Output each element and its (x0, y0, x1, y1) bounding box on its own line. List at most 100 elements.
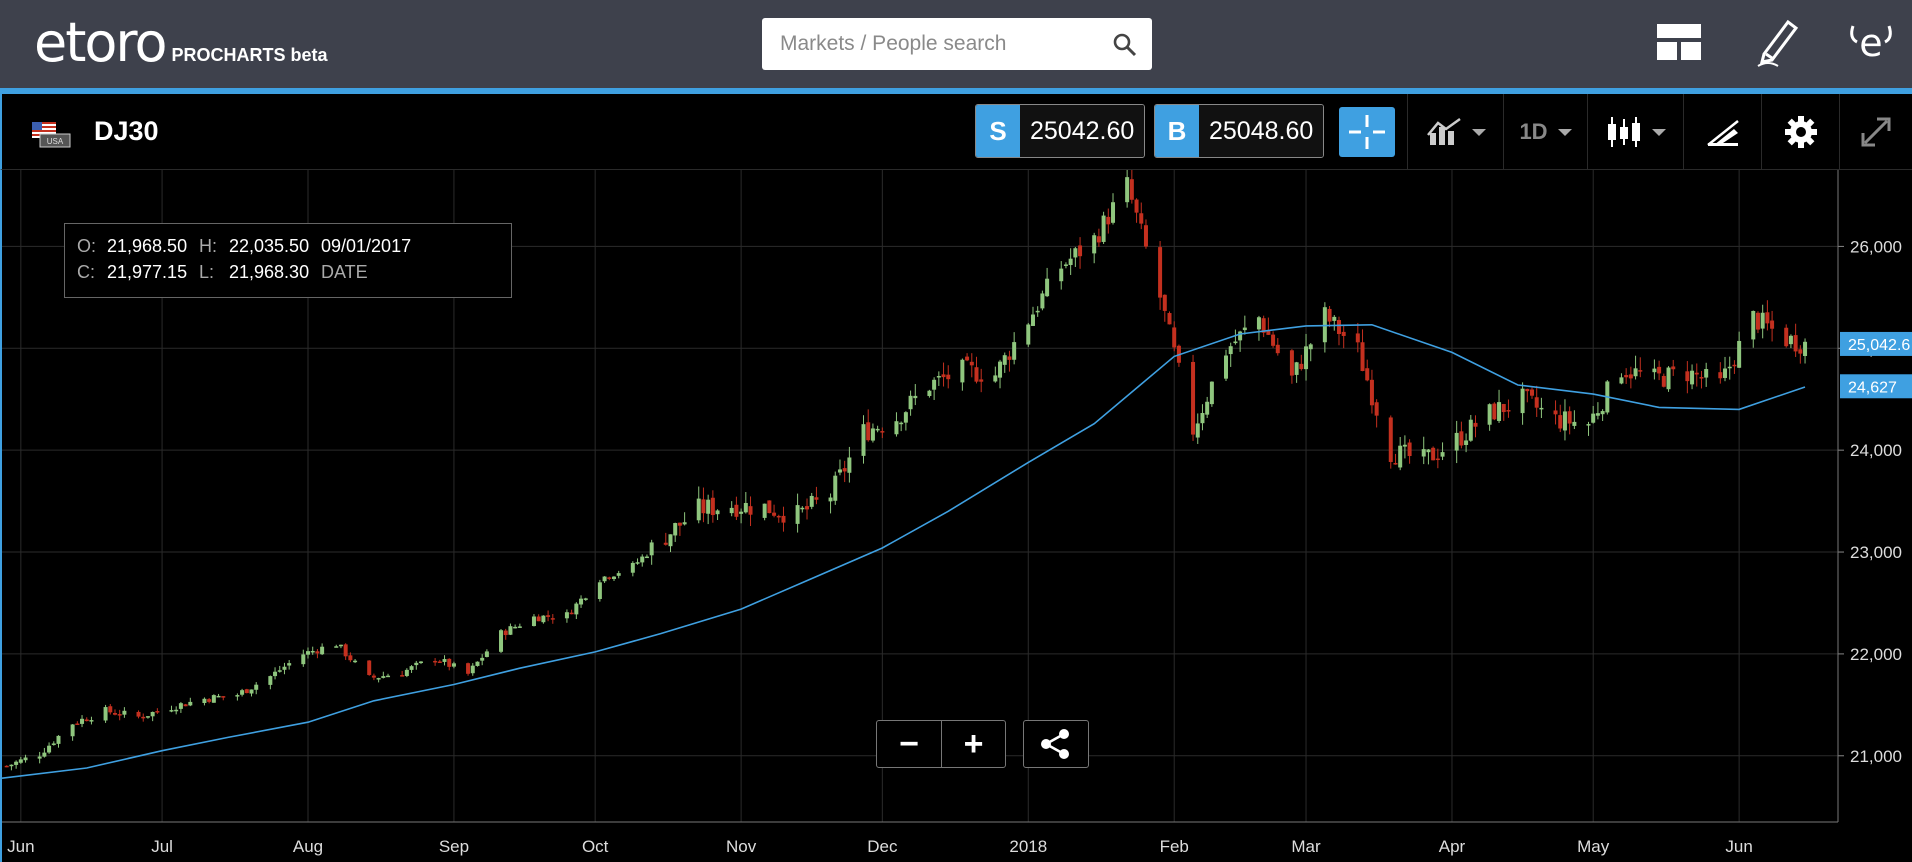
x-tick-label: Nov (726, 837, 757, 856)
drawing-tools-button[interactable] (1683, 94, 1761, 170)
share-button[interactable] (1023, 720, 1089, 768)
candle-body (9, 764, 14, 767)
drawing-tool-icon (1706, 120, 1739, 146)
x-tick-label: May (1577, 837, 1610, 856)
zoom-in-button[interactable]: + (941, 721, 1005, 767)
zoom-controls: − + (876, 720, 1006, 768)
search-icon[interactable] (1112, 32, 1138, 58)
candle-body (178, 703, 183, 709)
chart-type-button[interactable] (1587, 94, 1683, 170)
candle-body (371, 675, 376, 678)
candle-body (1595, 413, 1600, 416)
search-input[interactable] (780, 30, 1090, 58)
candle-body (1304, 346, 1309, 370)
candle-body (1238, 331, 1243, 341)
timeframe-select[interactable]: 1D (1503, 94, 1587, 170)
candle-body (1242, 327, 1247, 331)
candle-body (1398, 445, 1403, 468)
candle-body (1299, 363, 1304, 370)
candle-body (1694, 372, 1699, 375)
x-tick-label: Oct (582, 837, 609, 856)
crosshair-button[interactable] (1339, 107, 1395, 157)
candle-body (612, 576, 616, 580)
etoro-e-icon[interactable]: e (1845, 16, 1897, 68)
layout-icon[interactable] (1654, 16, 1706, 68)
candle-body (1553, 410, 1558, 415)
gear-icon (1784, 116, 1817, 148)
candle-body (767, 500, 772, 514)
indicators-button[interactable] (1407, 94, 1503, 170)
candle-body (833, 475, 838, 501)
candle-body (960, 359, 965, 383)
candle-body (710, 497, 715, 516)
candle-body (809, 495, 814, 507)
candle-body (174, 709, 179, 712)
search-box[interactable] (762, 18, 1152, 70)
fullscreen-button[interactable] (1839, 94, 1912, 170)
candle-body (348, 655, 353, 661)
candle-body (564, 612, 569, 619)
candle-body (1534, 397, 1539, 408)
pencil-icon[interactable] (1752, 16, 1804, 68)
moving-average-line (1, 323, 1806, 779)
candle-body (1374, 402, 1379, 416)
candle-body (1426, 449, 1431, 453)
candle-body (14, 761, 19, 765)
candle-body (936, 376, 941, 378)
sell-button[interactable]: S 25042.60 (975, 104, 1146, 158)
y-tick-label: 21,000 (1850, 747, 1902, 766)
indicator-chart-icon (1426, 117, 1461, 145)
candle-body (1228, 346, 1233, 355)
candle-body (1497, 402, 1502, 421)
candle-body (673, 523, 678, 536)
candle-body (1360, 342, 1365, 372)
candle-body (635, 562, 640, 564)
candle-body (541, 615, 546, 623)
candle-body (1322, 307, 1327, 343)
candle-body (136, 711, 141, 717)
candle-body (739, 511, 744, 514)
candle-body (70, 724, 75, 737)
candle-body (1327, 308, 1332, 322)
etoro-logo[interactable]: etoro PROCHARTS beta (34, 11, 328, 74)
ma-value-tag-bg (1840, 374, 1912, 399)
zoom-out-button[interactable]: − (899, 724, 919, 763)
candle-body (946, 374, 951, 380)
candle-body (743, 502, 748, 513)
candle-body (574, 603, 579, 615)
candle-body (273, 671, 278, 677)
candle-body (1803, 341, 1808, 356)
candle-body (1007, 356, 1012, 360)
candle-body (1652, 368, 1657, 373)
candle-body (1464, 440, 1469, 445)
instrument-symbol[interactable]: DJ30 (94, 116, 159, 146)
candle-body (974, 367, 979, 382)
candle-body (84, 719, 89, 722)
candle-body (800, 507, 805, 510)
candle-body (597, 582, 602, 599)
candle-body (80, 718, 85, 724)
candle-body (1289, 350, 1294, 376)
settings-button[interactable] (1761, 94, 1839, 170)
candle-body (1492, 403, 1497, 420)
candle-body (1045, 278, 1050, 297)
candle-body (400, 675, 405, 677)
candle-body (338, 644, 343, 647)
candle-body (1026, 324, 1031, 345)
candle-body (376, 678, 381, 680)
candle-body (1040, 293, 1045, 309)
candle-body (715, 510, 720, 515)
candle-body (207, 699, 212, 702)
candle-body (1506, 410, 1511, 412)
y-tick-label: 22,000 (1850, 645, 1902, 664)
accent-line (0, 88, 1912, 94)
candle-body (1233, 341, 1238, 344)
x-tick-label: Feb (1160, 837, 1189, 856)
candle-body (1624, 375, 1629, 378)
buy-button[interactable]: B 25048.60 (1154, 104, 1325, 158)
sell-price: 25042.60 (1020, 105, 1145, 157)
candle-body (1200, 412, 1205, 424)
candle-body (1421, 449, 1426, 457)
